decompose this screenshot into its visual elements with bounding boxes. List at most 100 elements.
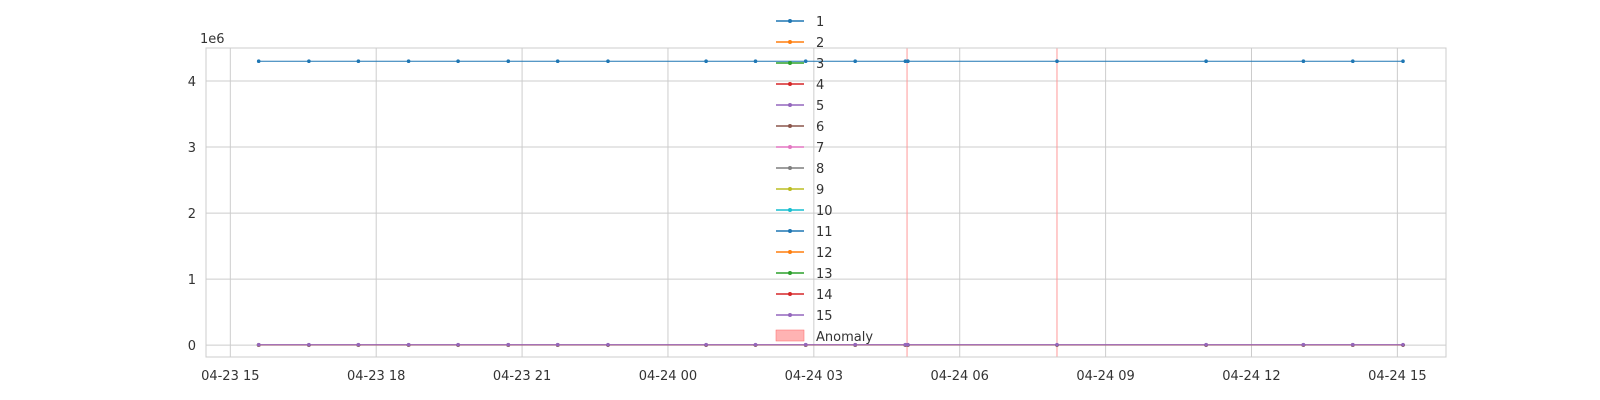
data-point: [356, 59, 361, 63]
x-tick-label: 04-24 00: [639, 369, 697, 384]
legend-label: 4: [816, 78, 824, 93]
legend-item: 10: [776, 204, 833, 219]
data-point: [506, 59, 511, 63]
data-point: [1204, 342, 1208, 347]
legend-item: 4: [776, 78, 824, 93]
legend-item: 13: [776, 267, 833, 282]
legend-label: 11: [816, 225, 833, 240]
data-point: [606, 342, 610, 347]
data-point: [1055, 342, 1059, 347]
legend-marker: [788, 292, 792, 296]
data-point: [456, 59, 460, 63]
legend-swatch: [775, 329, 805, 342]
legend-marker: [788, 124, 792, 128]
legend-label: 9: [816, 183, 824, 198]
y-tick-labels: 0 1 2 3 4: [188, 75, 196, 354]
data-point: [1401, 342, 1405, 347]
legend-item: 5: [776, 99, 824, 114]
legend-label: 5: [816, 99, 824, 114]
data-point: [406, 342, 411, 347]
series-15: [256, 342, 1405, 347]
legend-label: 2: [816, 36, 824, 51]
data-point: [704, 59, 708, 63]
x-tick-labels: 04-23 15 04-23 18 04-23 21 04-24 00 04-24 03…: [201, 369, 1427, 384]
legend-label: 3: [816, 57, 824, 72]
data-point: [1301, 342, 1306, 347]
series-lines: [256, 59, 1405, 347]
legend-label: 6: [816, 120, 824, 135]
data-point: [256, 59, 261, 63]
legend-marker: [788, 229, 792, 233]
data-point: [753, 342, 758, 347]
legend-item: 3: [776, 57, 824, 72]
legend-marker: [788, 145, 792, 149]
data-point: [1204, 59, 1208, 63]
data-point: [1351, 59, 1355, 63]
x-tick-label: 04-24 15: [1368, 369, 1426, 384]
data-point: [704, 342, 708, 347]
legend-marker: [788, 82, 792, 86]
data-point: [506, 342, 511, 347]
y-tick-label: 0: [188, 339, 196, 354]
y-offset-label: 1e6: [200, 32, 225, 47]
data-point: [1401, 59, 1405, 63]
data-point: [555, 59, 560, 63]
data-point: [1055, 59, 1059, 63]
legend-item: 1: [776, 15, 824, 30]
legend-label: 15: [816, 309, 833, 324]
data-point: [456, 342, 460, 347]
data-point: [606, 59, 610, 63]
x-tick-label: 04-24 09: [1076, 369, 1134, 384]
grid: [206, 48, 1446, 357]
anomaly-markers: [906, 48, 1058, 357]
data-point: [903, 59, 908, 63]
x-tick-label: 04-23 21: [493, 369, 551, 384]
data-point: [307, 342, 311, 347]
legend-item: 2: [776, 36, 824, 51]
data-point: [906, 59, 910, 63]
y-tick-label: 1: [188, 273, 196, 288]
legend-label: 14: [816, 288, 833, 303]
legend-marker: [788, 61, 792, 65]
data-point: [555, 342, 560, 347]
y-tick-label: 2: [188, 207, 196, 222]
legend-marker: [788, 250, 792, 254]
legend-item: 6: [776, 120, 824, 135]
data-point: [803, 59, 808, 63]
data-point: [1351, 342, 1355, 347]
data-point: [307, 59, 311, 63]
data-point: [1301, 59, 1306, 63]
plot-frame: [205, 47, 1447, 358]
legend-marker: [788, 40, 792, 44]
legend-marker: [788, 19, 792, 23]
data-point: [356, 342, 361, 347]
x-tick-label: 04-23 18: [347, 369, 405, 384]
data-point: [853, 59, 857, 63]
legend-marker: [788, 103, 792, 107]
legend-marker: [788, 166, 792, 170]
legend-item: 15: [776, 309, 833, 324]
legend-item: 7: [776, 141, 824, 156]
legend-label: 1: [816, 15, 824, 30]
data-point: [903, 342, 908, 347]
legend-label: Anomaly: [816, 330, 873, 345]
y-tick-label: 4: [188, 75, 196, 90]
legend-item: 9: [776, 183, 824, 198]
legend-item: 14: [776, 288, 833, 303]
data-point: [803, 342, 808, 347]
data-point: [406, 59, 411, 63]
x-tick-label: 04-23 15: [201, 369, 259, 384]
x-tick-label: 04-24 12: [1222, 369, 1280, 384]
data-point: [256, 342, 261, 347]
legend-label: 7: [816, 141, 824, 156]
x-tick-label: 04-24 06: [930, 369, 988, 384]
legend-item-anomaly: Anomaly: [775, 329, 873, 345]
x-tick-label: 04-24 03: [785, 369, 843, 384]
legend-label: 8: [816, 162, 824, 177]
data-point: [906, 342, 910, 347]
data-point: [853, 342, 857, 347]
legend-marker: [788, 187, 792, 191]
legend-label: 10: [816, 204, 833, 219]
